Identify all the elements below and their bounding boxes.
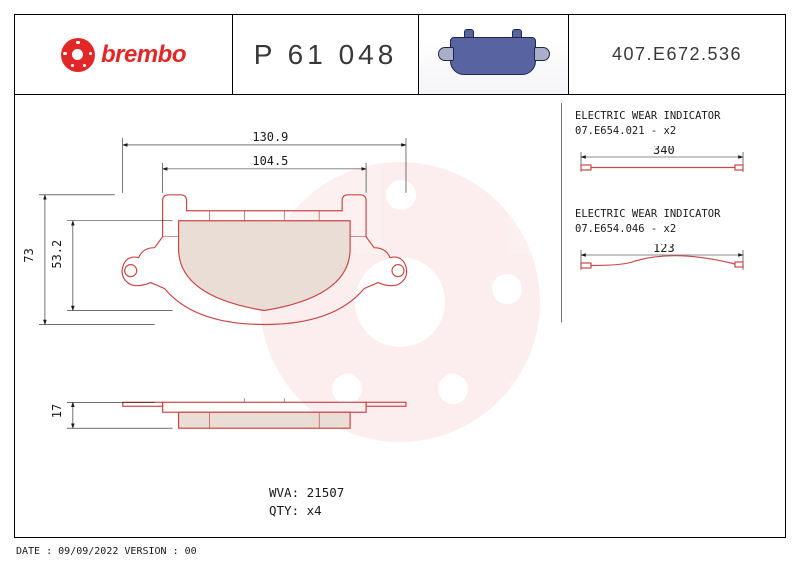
drawing-sheet: brembo P 61 048 407.E672.536: [14, 14, 786, 538]
ewi-code: 07.E654.021 - x2: [575, 124, 771, 139]
dim-thickness: 17: [50, 404, 64, 418]
dim-inner-height: 53.2: [50, 240, 64, 269]
wva-value: 21507: [307, 485, 345, 500]
footer: DATE : 09/09/2022 VERSION : 00: [16, 546, 197, 557]
ewi-title: ELECTRIC WEAR INDICATOR: [575, 207, 771, 222]
part-thumbnail: [419, 15, 569, 94]
dim-width: 130.9: [252, 130, 288, 144]
version-label: VERSION :: [124, 546, 178, 557]
meta-block: WVA: 21507 QTY: x4: [269, 484, 344, 519]
wva-label: WVA:: [269, 485, 299, 500]
logo-text: brembo: [101, 41, 186, 69]
version-value: 00: [185, 546, 197, 557]
ewi-diagram-2: 123: [575, 244, 755, 274]
drawing-body: 130.9 104.5 73 53.2: [15, 95, 785, 537]
brake-pad-3d-icon: [444, 29, 544, 81]
dim-inner-width: 104.5: [252, 154, 288, 168]
ewi-length-2: 123: [653, 244, 675, 255]
date-value: 09/09/2022: [58, 546, 118, 557]
ewi-code: 07.E654.046 - x2: [575, 222, 771, 237]
ewi-title: ELECTRIC WEAR INDICATOR: [575, 109, 771, 124]
qty-label: QTY:: [269, 503, 299, 518]
qty-value: x4: [307, 503, 322, 518]
part-number: P 61 048: [233, 15, 419, 94]
ewi-block-1: ELECTRIC WEAR INDICATOR 07.E654.021 - x2…: [575, 109, 771, 181]
date-label: DATE :: [16, 546, 52, 557]
ewi-length-1: 340: [653, 146, 675, 157]
ewi-block-2: ELECTRIC WEAR INDICATOR 07.E654.046 - x2…: [575, 207, 771, 279]
ewi-diagram-1: 340: [575, 146, 755, 176]
front-view: 130.9 104.5 73 53.2: [22, 130, 407, 325]
side-view: 17: [50, 398, 406, 428]
side-panel: ELECTRIC WEAR INDICATOR 07.E654.021 - x2…: [575, 109, 771, 305]
dim-height: 73: [22, 248, 36, 262]
brembo-logo: brembo: [61, 38, 186, 72]
logo-cell: brembo: [15, 15, 233, 94]
logo-disc-icon: [61, 38, 95, 72]
title-block: brembo P 61 048 407.E672.536: [15, 15, 785, 95]
reference-number: 407.E672.536: [569, 15, 785, 94]
